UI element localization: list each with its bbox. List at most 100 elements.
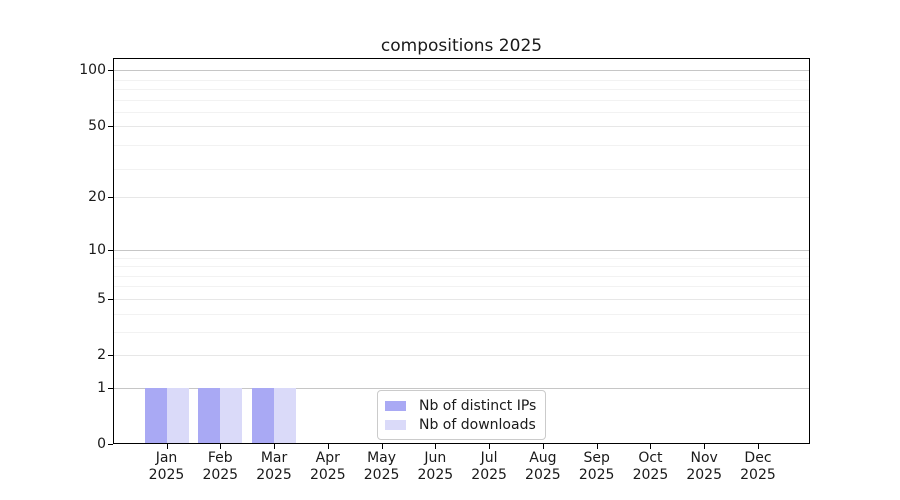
- x-tick-mark-jun: [435, 444, 437, 449]
- x-tick-mark-jul: [489, 444, 491, 449]
- x-tick-mark-feb: [220, 444, 222, 449]
- y-gridline-6: [114, 286, 809, 288]
- bar-downloads-jan: [166, 387, 189, 443]
- x-tick-year-sep: 2025: [578, 467, 615, 483]
- x-tick-month-feb: Feb: [207, 450, 233, 466]
- legend-swatch-distinct-ips-icon: [385, 400, 406, 411]
- x-tick-year-dec: 2025: [740, 467, 776, 483]
- legend-item-downloads: Nb of downloads: [385, 415, 536, 434]
- y-tick-mark-0: [108, 444, 113, 445]
- bar-downloads-feb: [220, 387, 243, 443]
- y-tick-mark-1: [108, 387, 113, 389]
- x-tick-year-jan: 2025: [148, 467, 185, 483]
- x-tick-label-mar: Mar 2025: [244, 450, 304, 484]
- y-gridline-100: [114, 70, 809, 72]
- x-tick-label-jan: Jan 2025: [137, 450, 197, 484]
- y-gridline-7: [114, 275, 809, 277]
- grid-layer: [114, 59, 809, 443]
- x-tick-year-jul: 2025: [471, 467, 507, 483]
- y-tick-mark-2: [108, 355, 113, 357]
- x-tick-month-may: May: [367, 450, 397, 466]
- y-gridline-2: [114, 355, 809, 357]
- x-tick-label-may: May 2025: [352, 450, 412, 484]
- x-tick-label-aug: Aug 2025: [513, 450, 573, 484]
- x-tick-month-jul: Jul: [480, 450, 498, 466]
- x-tick-month-oct: Oct: [638, 450, 663, 466]
- x-tick-label-nov: Nov 2025: [674, 450, 734, 484]
- x-tick-year-apr: 2025: [309, 467, 346, 483]
- x-tick-mark-apr: [327, 444, 329, 449]
- y-tick-label-1: 1: [97, 379, 106, 396]
- x-tick-mark-aug: [542, 444, 544, 449]
- x-tick-label-apr: Apr 2025: [298, 450, 358, 484]
- x-tick-year-oct: 2025: [632, 467, 669, 483]
- y-tick-mark-5: [108, 298, 113, 300]
- y-tick-mark-50: [108, 125, 113, 127]
- x-tick-label-dec: Dec 2025: [728, 450, 788, 484]
- y-gridline-9: [114, 257, 809, 259]
- y-gridline-59: [114, 112, 809, 114]
- bar-distinct-ips-mar: [252, 387, 275, 443]
- x-tick-month-jun: Jun: [424, 450, 447, 466]
- y-gridline-39: [114, 145, 809, 147]
- x-tick-label-jul: Jul 2025: [459, 450, 519, 484]
- y-tick-label-20: 20: [88, 189, 106, 206]
- y-gridline-29: [114, 168, 809, 170]
- x-tick-label-jun: Jun 2025: [405, 450, 465, 484]
- legend-swatch-downloads-icon: [385, 419, 406, 430]
- x-tick-label-feb: Feb 2025: [190, 450, 250, 484]
- y-gridline-89: [114, 79, 809, 81]
- y-tick-label-100: 100: [79, 62, 106, 79]
- x-tick-year-mar: 2025: [256, 467, 292, 483]
- x-tick-mark-nov: [704, 444, 706, 449]
- y-tick-mark-100: [108, 70, 113, 72]
- x-tick-month-dec: Dec: [744, 450, 772, 466]
- x-tick-label-oct: Oct 2025: [620, 450, 680, 484]
- bar-distinct-ips-feb: [198, 387, 221, 443]
- x-tick-year-may: 2025: [363, 467, 400, 483]
- y-gridline-4: [114, 313, 809, 315]
- bar-layer: [114, 59, 809, 443]
- legend-label-downloads: Nb of downloads: [419, 416, 536, 433]
- y-tick-mark-20: [108, 197, 113, 199]
- y-gridline-8: [114, 266, 809, 268]
- x-tick-mark-oct: [650, 444, 652, 449]
- y-tick-label-5: 5: [97, 290, 106, 307]
- x-tick-month-aug: Aug: [529, 450, 557, 466]
- legend: Nb of distinct IPs Nb of downloads: [377, 390, 547, 440]
- x-tick-year-feb: 2025: [202, 467, 239, 483]
- x-tick-year-aug: 2025: [525, 467, 561, 483]
- y-gridline-20: [114, 197, 809, 199]
- y-tick-label-2: 2: [97, 347, 106, 364]
- y-gridline-3: [114, 331, 809, 333]
- y-gridline-69: [114, 99, 809, 101]
- plot-area: Nb of distinct IPs Nb of downloads: [113, 58, 810, 444]
- x-tick-month-apr: Apr: [315, 450, 340, 466]
- x-tick-mark-may: [381, 444, 383, 449]
- y-tick-label-50: 50: [88, 117, 106, 134]
- x-tick-year-nov: 2025: [686, 467, 722, 483]
- x-tick-mark-dec: [757, 444, 759, 449]
- y-gridline-50: [114, 125, 809, 127]
- x-tick-month-sep: Sep: [583, 450, 610, 466]
- y-tick-mark-10: [108, 249, 113, 251]
- y-gridline-79: [114, 89, 809, 91]
- x-tick-month-jan: Jan: [155, 450, 178, 466]
- chart-title: compositions 2025: [380, 36, 543, 56]
- legend-label-distinct-ips: Nb of distinct IPs: [419, 397, 537, 414]
- x-tick-year-jun: 2025: [417, 467, 454, 483]
- legend-item-distinct-ips: Nb of distinct IPs: [385, 396, 536, 415]
- y-gridline-10: [114, 249, 809, 251]
- y-tick-label-0: 0: [97, 436, 106, 452]
- y-gridline-5: [114, 298, 809, 300]
- y-gridline-1: [114, 387, 809, 389]
- x-tick-mark-sep: [596, 444, 598, 449]
- bar-distinct-ips-jan: [144, 387, 167, 443]
- x-tick-label-sep: Sep 2025: [567, 450, 627, 484]
- bar-downloads-mar: [274, 387, 297, 443]
- x-tick-month-nov: Nov: [690, 450, 718, 466]
- x-tick-mark-jan: [166, 444, 168, 449]
- x-tick-month-mar: Mar: [260, 450, 288, 466]
- x-tick-mark-mar: [274, 444, 276, 449]
